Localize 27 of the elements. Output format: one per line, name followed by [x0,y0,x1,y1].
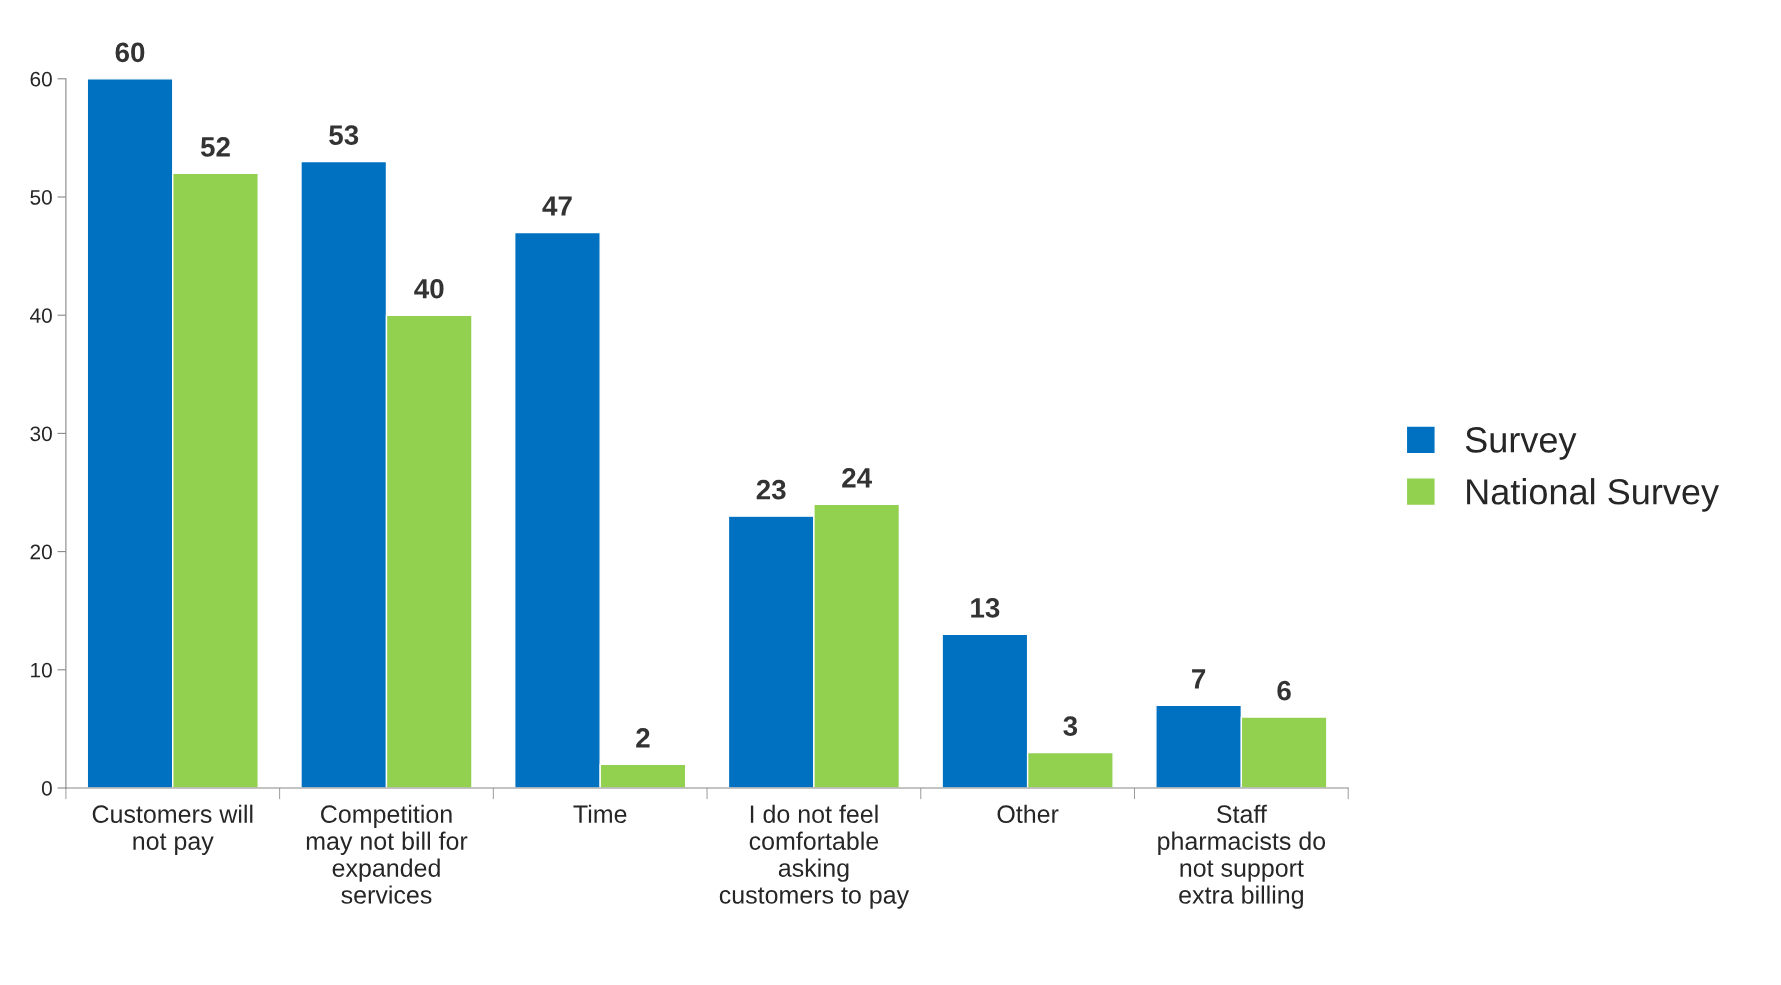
data-label: 7 [1192,669,1206,689]
x-tick-label: Other [997,804,1059,824]
y-tick-label: 60 [30,71,52,87]
data-label: 24 [842,468,872,488]
legend-label: Survey [1465,427,1577,460]
y-tick-label: 0 [41,781,52,796]
data-label: 47 [542,196,572,216]
y-tick-label: 20 [30,544,52,560]
data-label: 40 [414,278,444,299]
data-label: 53 [329,125,359,145]
data-label: 3 [1063,716,1078,736]
data-label: 6 [1277,680,1291,701]
x-tick-label: I do not feel comfortable asking customers to pay [719,804,910,909]
data-label: 23 [756,479,786,500]
y-tick-label: 10 [31,662,52,678]
x-tick-label: Time [573,804,627,824]
x-tick-label: Competition may not bill for expanded services [306,804,468,904]
legend-label: National Survey [1467,478,1719,512]
y-tick-label: 40 [30,308,52,323]
data-label: 2 [636,728,650,748]
y-tick-label: 50 [30,190,52,205]
data-label: 52 [200,137,230,157]
data-label: 13 [971,598,1000,618]
data-label: 60 [115,42,145,63]
y-tick-label: 30 [30,426,52,442]
x-tick-label: Customers will not pay [92,804,253,855]
x-tick-label: Staff pharmacists do not support extra billing [1158,804,1326,909]
